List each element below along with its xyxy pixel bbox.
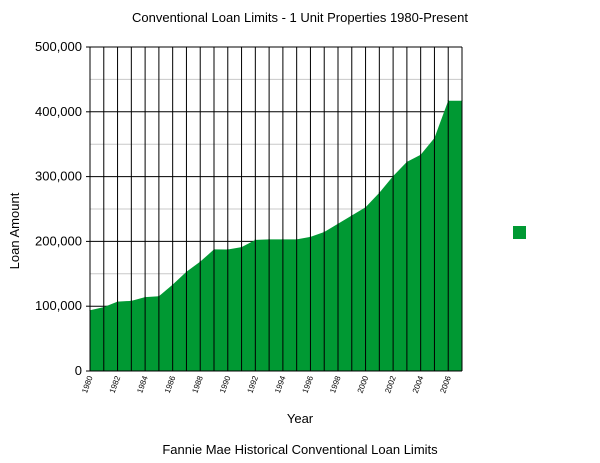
y-tick-label: 200,000 [35,233,82,248]
vertical-grid-layer [103,47,449,371]
x-tick-label: 1988 [190,374,205,394]
axis-layer [89,46,463,372]
y-tick-label: 400,000 [35,104,82,119]
x-axis-label: Year [287,411,314,426]
x-tick-label: 2006 [438,374,453,394]
x-tick-label: 1992 [245,374,260,394]
x-tick-label: 1990 [218,374,233,394]
chart-title: Conventional Loan Limits - 1 Unit Proper… [131,10,468,25]
x-tick-labels: 1980 1982 1984 1986 1988 1990 1992 1994 1996 1998… [80,374,453,394]
y-tick-labels: 0 100,000 200,000 300,000 400,000 500,000 [35,39,90,378]
x-tick-label: 1984 [135,374,150,394]
x-tick-label: 2004 [411,374,426,394]
chart-caption: Fannie Mae Historical Conventional Loan … [162,442,438,457]
x-tick-label: 1994 [273,374,288,394]
x-tick-label: 1996 [301,374,316,394]
y-tick-label: 300,000 [35,169,82,184]
x-tick-label: 2002 [383,374,398,394]
x-tick-label: 1980 [80,374,95,394]
y-tick-label: 500,000 [35,39,82,54]
legend-swatch [513,226,526,239]
y-tick-label: 0 [75,363,82,378]
y-axis-label: Loan Amount [7,192,22,269]
area-series-0 [90,100,462,371]
x-tick-label: 2000 [356,374,371,394]
y-tick-label: 100,000 [35,298,82,313]
x-tick-label: 1998 [328,374,343,394]
x-tick-label: 1982 [108,374,123,394]
x-tick-label: 1986 [163,374,178,394]
